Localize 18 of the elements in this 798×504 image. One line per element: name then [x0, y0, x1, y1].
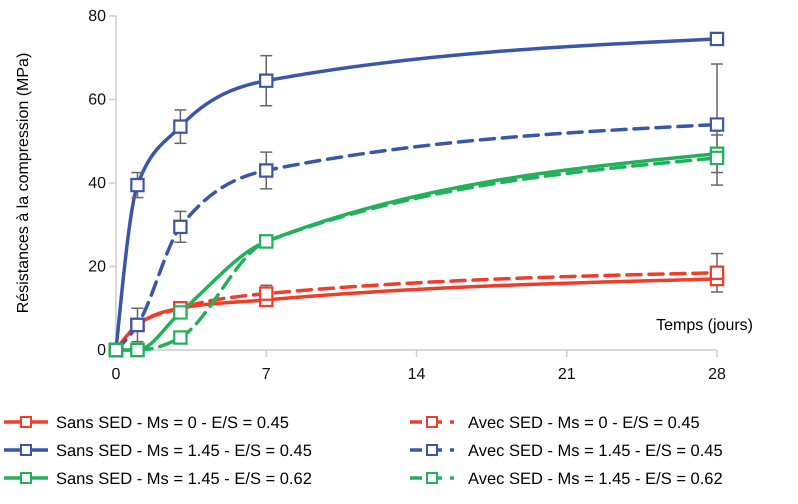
y-tick-label: 60 — [88, 92, 106, 109]
x-tick-label: 0 — [112, 366, 121, 384]
legend-label: Avec SED - Ms = 1.45 - E/S = 0.62 — [468, 470, 723, 488]
legend-label: Sans SED - Ms = 1.45 - E/S = 0.45 — [56, 442, 312, 460]
y-axis-title: Résistances à la compression (MPa) — [15, 52, 32, 314]
x-axis-title: Temps (jours) — [656, 317, 753, 334]
legend-label: Sans SED - Ms = 0 - E/S = 0.45 — [56, 414, 289, 432]
legend-label: Avec SED - Ms = 1.45 - E/S = 0.45 — [468, 442, 723, 460]
legend-label: Sans SED - Ms = 1.45 - E/S = 0.62 — [56, 470, 312, 488]
x-tick-label: 28 — [708, 366, 726, 384]
y-tick-label: 0 — [97, 342, 106, 360]
y-tick-label: 20 — [88, 258, 106, 276]
x-tick-label: 14 — [408, 366, 426, 384]
x-tick-label: 7 — [262, 366, 271, 384]
x-tick-label: 21 — [558, 366, 576, 384]
y-tick-label: 40 — [88, 175, 106, 192]
y-tick-label: 80 — [88, 8, 106, 26]
legend-label: Avec SED - Ms = 0 - E/S = 0.45 — [468, 414, 700, 432]
